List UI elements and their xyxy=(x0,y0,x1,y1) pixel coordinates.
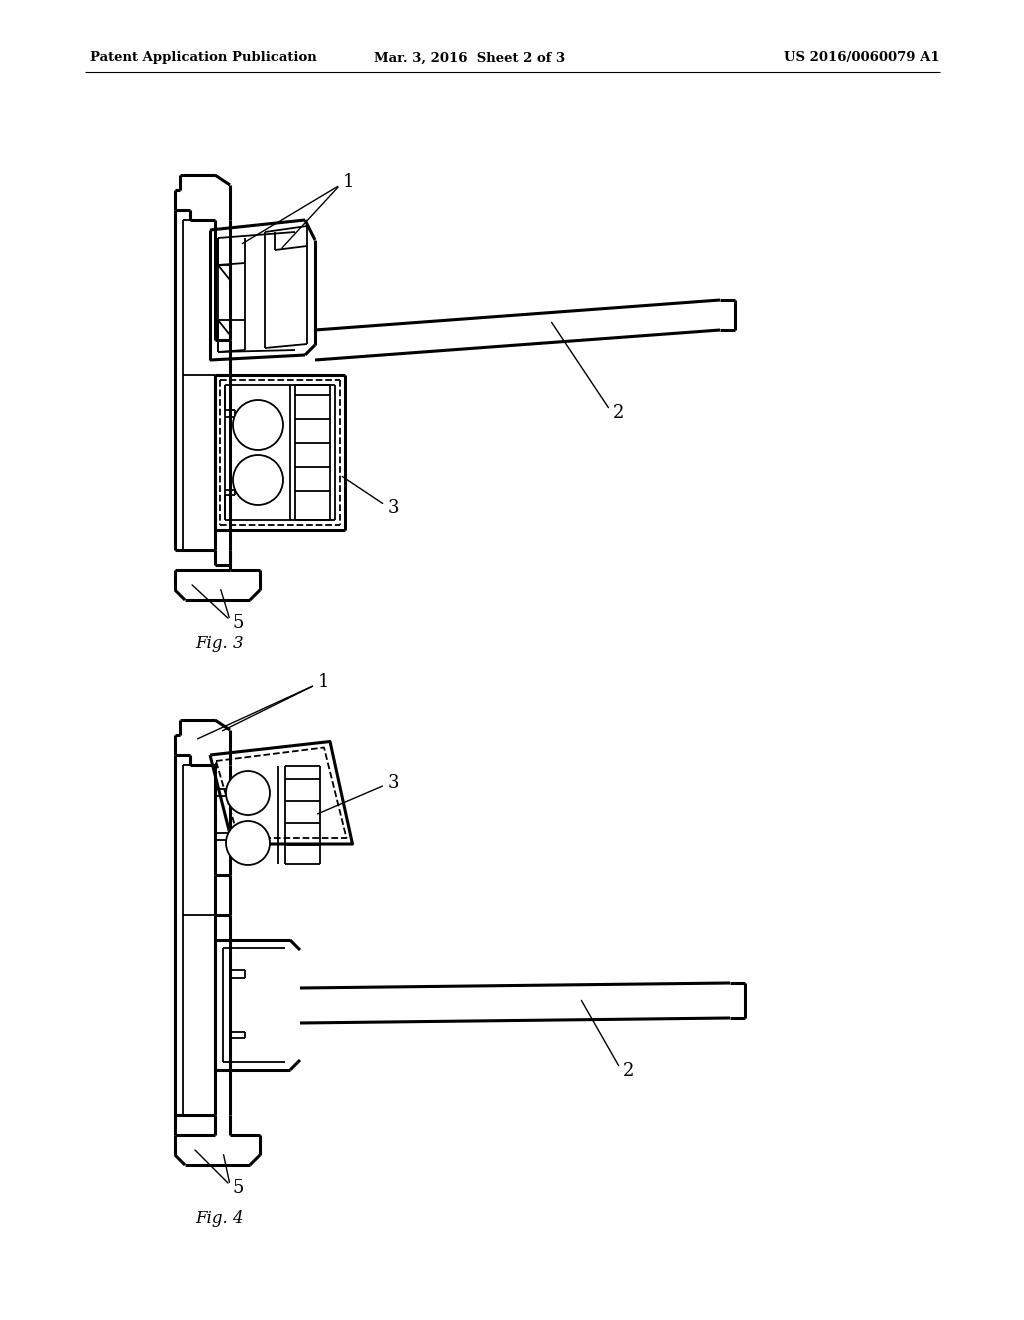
Text: 2: 2 xyxy=(613,404,625,422)
Circle shape xyxy=(233,400,283,450)
Circle shape xyxy=(226,771,270,814)
Text: 1: 1 xyxy=(343,173,354,191)
Circle shape xyxy=(233,455,283,506)
Text: 5: 5 xyxy=(233,1179,245,1197)
Text: 2: 2 xyxy=(623,1063,635,1080)
Circle shape xyxy=(226,821,270,865)
Text: Patent Application Publication: Patent Application Publication xyxy=(90,51,316,65)
Text: 3: 3 xyxy=(388,774,399,792)
Text: Fig. 3: Fig. 3 xyxy=(195,635,244,652)
Text: Mar. 3, 2016  Sheet 2 of 3: Mar. 3, 2016 Sheet 2 of 3 xyxy=(375,51,565,65)
Text: Fig. 4: Fig. 4 xyxy=(195,1210,244,1228)
Text: 3: 3 xyxy=(388,499,399,517)
Text: 1: 1 xyxy=(318,673,330,690)
Text: US 2016/0060079 A1: US 2016/0060079 A1 xyxy=(784,51,940,65)
Text: 5: 5 xyxy=(233,614,245,632)
